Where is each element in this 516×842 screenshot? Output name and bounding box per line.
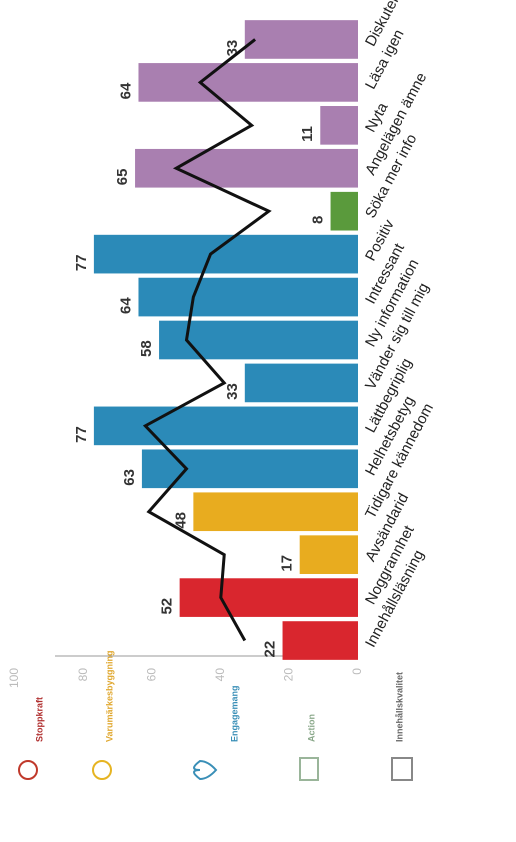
bar bbox=[138, 277, 358, 317]
bar bbox=[320, 106, 358, 145]
bar bbox=[244, 363, 358, 403]
bar bbox=[330, 191, 358, 231]
value-label: 17 bbox=[279, 555, 296, 572]
y-tick-label: 80 bbox=[76, 668, 90, 682]
bar bbox=[159, 320, 358, 360]
legend-label: Action bbox=[306, 714, 316, 742]
value-label: 77 bbox=[73, 254, 90, 271]
bar bbox=[179, 578, 358, 617]
value-label: 64 bbox=[117, 297, 134, 314]
y-tick-label: 20 bbox=[282, 668, 296, 682]
value-label: 11 bbox=[299, 126, 316, 142]
legend-label: Innehållskvalitet bbox=[394, 672, 404, 742]
value-label: 63 bbox=[121, 469, 138, 486]
legend-icon bbox=[391, 757, 413, 781]
legend-icon bbox=[18, 760, 38, 780]
value-label: 77 bbox=[73, 426, 90, 443]
legend-icon bbox=[92, 760, 112, 780]
bar bbox=[138, 63, 358, 102]
value-label: 64 bbox=[117, 82, 134, 99]
value-label: 58 bbox=[138, 340, 155, 357]
bar bbox=[93, 234, 358, 274]
legend-label: Engagemang bbox=[229, 685, 239, 742]
bar bbox=[299, 535, 359, 574]
value-label: 33 bbox=[224, 383, 241, 400]
bar bbox=[135, 148, 358, 188]
y-tick-label: 40 bbox=[213, 668, 227, 682]
y-tick-label: 0 bbox=[350, 668, 364, 675]
value-label: 22 bbox=[262, 641, 279, 658]
legend-label: Varumärkesbyggning bbox=[104, 650, 114, 742]
legend-label: Stoppkraft bbox=[34, 697, 44, 742]
bar bbox=[282, 621, 359, 660]
value-label: 48 bbox=[172, 512, 189, 529]
value-label: 52 bbox=[159, 598, 176, 615]
y-tick-label: 100 bbox=[7, 668, 21, 688]
y-tick-label: 60 bbox=[144, 668, 158, 682]
bar bbox=[93, 406, 358, 446]
bar bbox=[193, 492, 358, 532]
value-label: 8 bbox=[310, 216, 327, 224]
legend-icon bbox=[299, 757, 319, 781]
line bbox=[142, 38, 272, 642]
legend-icon bbox=[193, 759, 218, 781]
value-label: 65 bbox=[114, 169, 131, 186]
bar bbox=[244, 20, 358, 59]
legend-icons bbox=[18, 757, 413, 781]
bar bbox=[141, 449, 358, 489]
